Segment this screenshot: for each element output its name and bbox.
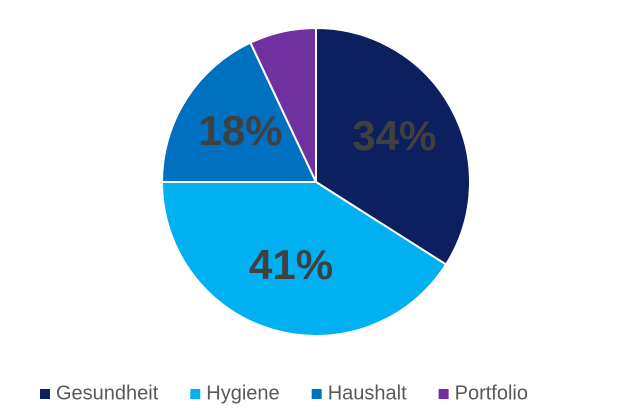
legend-label: Gesundheit xyxy=(56,382,159,404)
value-label: 34% xyxy=(352,112,436,159)
legend-swatch xyxy=(190,389,201,399)
pie-slice xyxy=(160,181,448,337)
value-label: 41% xyxy=(249,241,333,288)
pie-slice xyxy=(249,26,317,183)
legend-label: Portfolio xyxy=(455,382,528,404)
legend-swatch xyxy=(311,389,322,399)
legend-swatch xyxy=(40,389,50,399)
legend-label: Haushalt xyxy=(328,382,407,404)
legend-label: Hygiene xyxy=(206,382,279,404)
pie-slice xyxy=(160,41,318,183)
legend-swatch xyxy=(438,389,449,399)
value-label: 18% xyxy=(199,107,283,154)
